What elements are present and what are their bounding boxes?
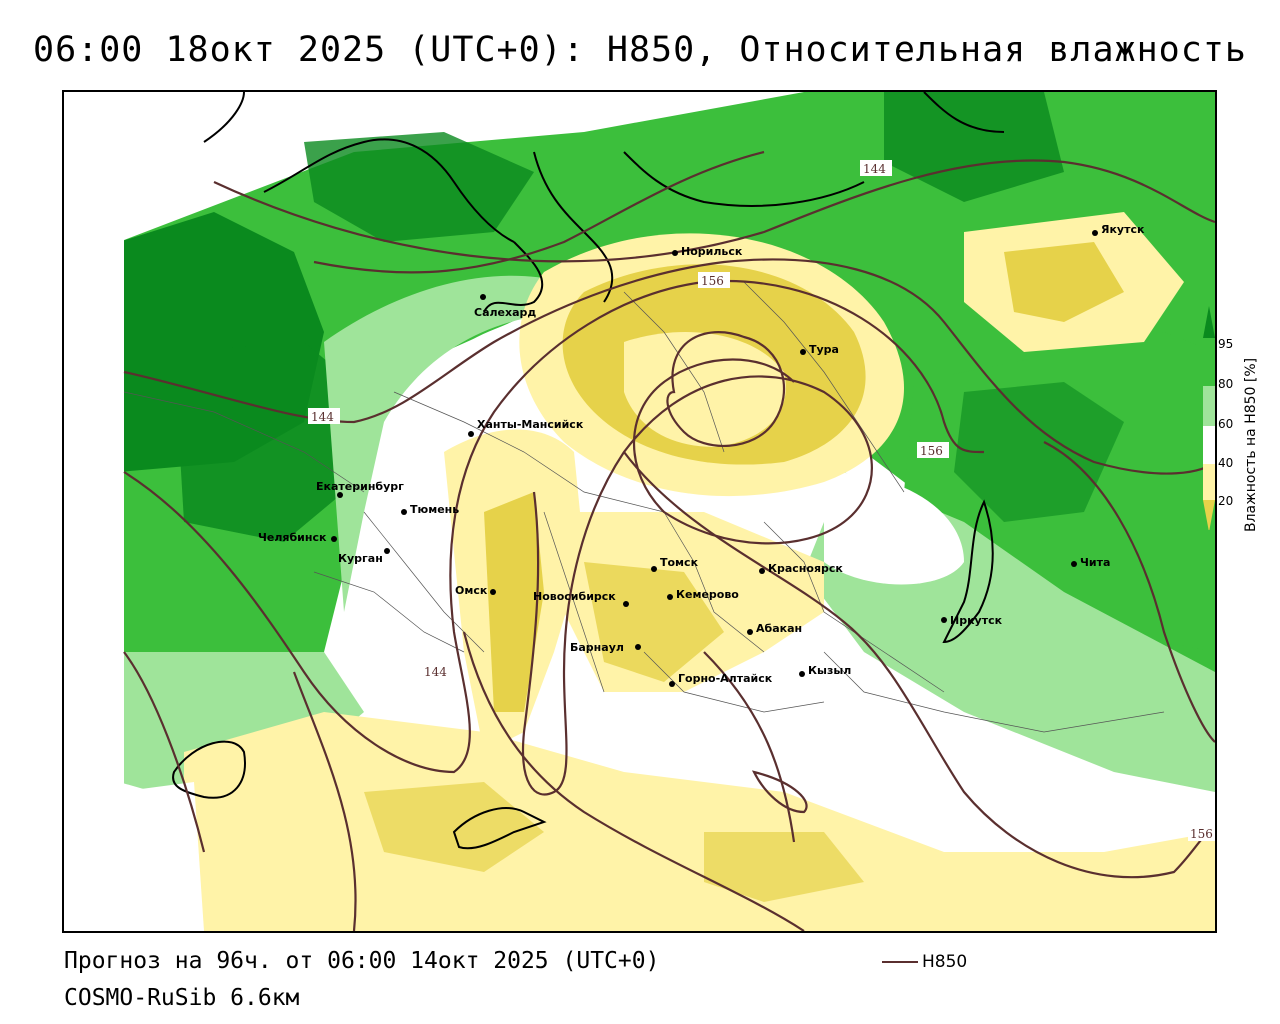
city-dot	[759, 568, 765, 574]
city-label: Екатеринбург	[316, 480, 404, 493]
city-label: Иркутск	[950, 614, 1003, 627]
colorbar-segment	[1203, 464, 1215, 500]
city-label: Челябинск	[258, 531, 327, 544]
humidity-colorbar: 95 80 60 40 20	[1203, 306, 1233, 530]
city-label: Барнаул	[570, 641, 624, 654]
model-info: COSMO-RuSib 6.6км	[64, 985, 300, 1011]
city-dot	[331, 536, 337, 542]
city-label: Новосибирск	[533, 590, 616, 603]
city-dot	[747, 629, 753, 635]
city-dot	[337, 492, 343, 498]
city-label: Норильск	[681, 245, 743, 258]
legend-line-swatch	[882, 961, 918, 963]
city-dot	[669, 681, 675, 687]
city-dot	[667, 594, 673, 600]
city-label: Ханты-Мансийск	[477, 418, 584, 431]
colorbar-segment	[1203, 386, 1215, 426]
city-label: Красноярск	[768, 562, 843, 575]
city-dot	[635, 644, 641, 650]
city-label: Тюмень	[410, 503, 459, 516]
city-label: Курган	[338, 552, 383, 565]
colorbar-segment	[1203, 306, 1215, 338]
map-frame: 144 144 144 156 156 156 Норильск Якутск …	[62, 90, 1217, 933]
city-label: Кемерово	[676, 588, 739, 601]
city-dot	[401, 509, 407, 515]
city-dot	[480, 294, 486, 300]
city-dot	[799, 671, 805, 677]
city-dot	[941, 617, 947, 623]
city-dot	[468, 431, 474, 437]
city-dot	[672, 250, 678, 256]
colorbar-tick: 60	[1218, 417, 1233, 431]
colorbar-tick: 80	[1218, 377, 1233, 391]
legend-label: H850	[922, 952, 968, 972]
contour-label: 144	[311, 410, 334, 424]
colorbar-title: Влажность на H850 [%]	[1243, 357, 1259, 533]
city-label: Якутск	[1101, 223, 1145, 236]
colorbar-segment	[1203, 426, 1215, 464]
humidity-map: 144 144 144 156 156 156 Норильск Якутск …	[64, 92, 1215, 931]
city-label: Салехард	[474, 306, 536, 319]
map-title: 06:00 18окт 2025 (UTC+0): H850, Относите…	[33, 30, 1247, 70]
city-dot	[623, 601, 629, 607]
contour-label: 156	[920, 444, 943, 458]
city-dot	[384, 548, 390, 554]
city-label: Омск	[455, 584, 488, 597]
city-label: Кызыл	[808, 664, 851, 677]
city-label: Горно-Алтайск	[678, 672, 773, 685]
city-markers: Норильск Якутск Салехард Тура Ханты-Манс…	[258, 223, 1145, 687]
colorbar-segment	[1203, 338, 1215, 386]
city-dot	[800, 349, 806, 355]
contour-label-group: 144 144 144 156 156 156	[308, 160, 1215, 841]
humidity-field	[64, 92, 1215, 931]
coastlines	[172, 92, 1005, 850]
contour-legend: H850	[882, 952, 967, 972]
city-label: Чита	[1080, 556, 1110, 569]
city-dot	[651, 566, 657, 572]
city-label: Тура	[809, 343, 839, 356]
city-dot	[1071, 561, 1077, 567]
contour-label: 144	[424, 665, 447, 679]
city-label: Томск	[660, 556, 699, 569]
colorbar-tick: 20	[1218, 494, 1233, 508]
colorbar-segment	[1203, 500, 1215, 530]
city-dot	[490, 589, 496, 595]
contour-label: 156	[701, 274, 724, 288]
forecast-info: Прогноз на 96ч. от 06:00 14окт 2025 (UTC…	[64, 948, 660, 974]
region-borders	[123, 281, 1165, 733]
contour-label: 144	[863, 162, 886, 176]
contour-label: 156	[1190, 827, 1213, 841]
city-dot	[1092, 230, 1098, 236]
city-label: Абакан	[756, 622, 802, 635]
colorbar-tick: 95	[1218, 337, 1233, 351]
colorbar-tick: 40	[1218, 456, 1233, 470]
h850-contours	[123, 150, 1215, 931]
